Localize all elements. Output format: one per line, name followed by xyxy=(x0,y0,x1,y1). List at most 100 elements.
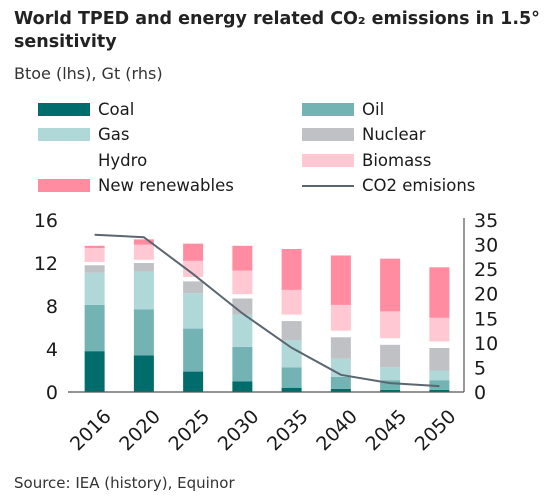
bar-hydro-2025 xyxy=(183,276,204,282)
bar-gas-2045 xyxy=(380,367,401,381)
legend-item-nuclear: Nuclear xyxy=(302,124,426,146)
bar-nuclear-2020 xyxy=(133,263,154,272)
bar-hydro-2020 xyxy=(133,259,154,263)
bar-nuclear-2016 xyxy=(84,265,105,273)
y-right-tick-label: 10 xyxy=(474,333,498,355)
bar-biomass-2050 xyxy=(429,317,450,342)
y-right-tick-label: 0 xyxy=(474,382,486,404)
bar-new-renewables-2025 xyxy=(183,243,204,261)
bar-coal-2016 xyxy=(84,351,105,392)
legend-item-hydro: Hydro xyxy=(38,149,147,171)
x-tick-label: 2040 xyxy=(312,406,362,456)
legend-swatch xyxy=(302,153,354,167)
bar-oil-2030 xyxy=(232,346,253,382)
bar-new-renewables-2030 xyxy=(232,245,253,271)
legend-swatch xyxy=(302,184,354,187)
bar-coal-2025 xyxy=(183,371,204,392)
bar-biomass-2035 xyxy=(281,289,302,315)
bar-oil-2050 xyxy=(429,380,450,390)
y-left-tick-label: 4 xyxy=(46,339,58,361)
legend-item-new-renewables: New renewables xyxy=(38,175,234,197)
x-tick-label: 2025 xyxy=(165,406,215,456)
y-right-tick-label: 15 xyxy=(474,308,498,330)
bar-oil-2025 xyxy=(183,328,204,372)
x-tick-label: 2016 xyxy=(66,406,116,456)
bar-nuclear-2040 xyxy=(330,337,351,359)
bar-new-renewables-2035 xyxy=(281,249,302,290)
bar-hydro-2045 xyxy=(380,338,401,345)
bar-new-renewables-2045 xyxy=(380,258,401,312)
legend-swatch xyxy=(38,179,90,192)
bar-coal-2050 xyxy=(429,389,450,392)
bar-new-renewables-2040 xyxy=(330,255,351,305)
bar-biomass-2030 xyxy=(232,270,253,295)
legend-swatch xyxy=(38,153,90,167)
bar-coal-2040 xyxy=(330,388,351,392)
bar-biomass-2020 xyxy=(133,244,154,260)
bar-hydro-2040 xyxy=(330,330,351,338)
y-left-tick-label: 12 xyxy=(34,253,58,275)
bar-coal-2030 xyxy=(232,381,253,392)
legend-swatch xyxy=(302,128,354,141)
y-right-tick-label: 25 xyxy=(474,259,498,281)
legend-item-oil: Oil xyxy=(302,98,384,120)
bar-oil-2035 xyxy=(281,367,302,388)
legend-label: Gas xyxy=(98,125,130,144)
x-tick-label: 2030 xyxy=(214,406,264,456)
bar-gas-2035 xyxy=(281,340,302,368)
bar-new-renewables-2016 xyxy=(84,245,105,248)
x-tick-label: 2045 xyxy=(362,406,412,456)
x-tick-label: 2035 xyxy=(263,406,313,456)
bar-nuclear-2035 xyxy=(281,321,302,341)
x-tick-label: 2020 xyxy=(115,406,165,456)
y-right-tick-label: 20 xyxy=(474,284,498,306)
bar-hydro-2035 xyxy=(281,314,302,322)
y-right-tick-label: 30 xyxy=(474,235,498,257)
y-left-tick-label: 8 xyxy=(46,296,58,318)
bar-nuclear-2025 xyxy=(183,281,204,294)
bar-hydro-2030 xyxy=(232,294,253,299)
legend-item-biomass: Biomass xyxy=(302,149,431,171)
bar-oil-2020 xyxy=(133,309,154,356)
bar-gas-2016 xyxy=(84,272,105,305)
bar-biomass-2025 xyxy=(183,260,204,277)
bar-coal-2020 xyxy=(133,355,154,392)
source-note: Source: IEA (history), Equinor xyxy=(14,474,235,492)
bar-new-renewables-2020 xyxy=(133,239,154,245)
y-left-tick-label: 16 xyxy=(34,210,58,232)
legend-label: Nuclear xyxy=(362,125,426,144)
bar-oil-2040 xyxy=(330,376,351,389)
bar-oil-2016 xyxy=(84,304,105,352)
bar-gas-2020 xyxy=(133,271,154,310)
legend-item-coal: Coal xyxy=(38,98,134,120)
bar-nuclear-2045 xyxy=(380,344,401,368)
bar-biomass-2016 xyxy=(84,247,105,262)
legend-label: Coal xyxy=(98,99,135,119)
legend-label: CO2 emisions xyxy=(362,176,476,195)
bar-gas-2025 xyxy=(183,293,204,329)
bar-biomass-2045 xyxy=(380,311,401,339)
y-right-tick-label: 35 xyxy=(474,210,498,232)
bar-coal-2035 xyxy=(281,387,302,392)
legend-label: Biomass xyxy=(362,150,432,170)
bar-new-renewables-2050 xyxy=(429,267,450,318)
bar-coal-2045 xyxy=(380,389,401,392)
x-tick-label: 2050 xyxy=(411,406,461,456)
bar-gas-2030 xyxy=(232,314,253,347)
bar-gas-2050 xyxy=(429,370,450,381)
chart-title: World TPED and energy related CO₂ emissi… xyxy=(14,9,540,52)
legend-item-gas: Gas xyxy=(38,124,130,146)
legend-label: New renewables xyxy=(98,176,234,195)
legend-item-co2: CO2 emisions xyxy=(302,175,475,197)
legend-label: Oil xyxy=(362,99,385,119)
legend-swatch xyxy=(38,102,90,116)
bar-hydro-2050 xyxy=(429,341,450,348)
bar-nuclear-2050 xyxy=(429,347,450,371)
legend-swatch xyxy=(302,102,354,116)
legend-swatch xyxy=(38,128,90,141)
bar-biomass-2040 xyxy=(330,304,351,331)
co2-emissions-line xyxy=(94,233,440,388)
bar-oil-2045 xyxy=(380,380,401,390)
y-left-tick-label: 0 xyxy=(46,382,58,404)
